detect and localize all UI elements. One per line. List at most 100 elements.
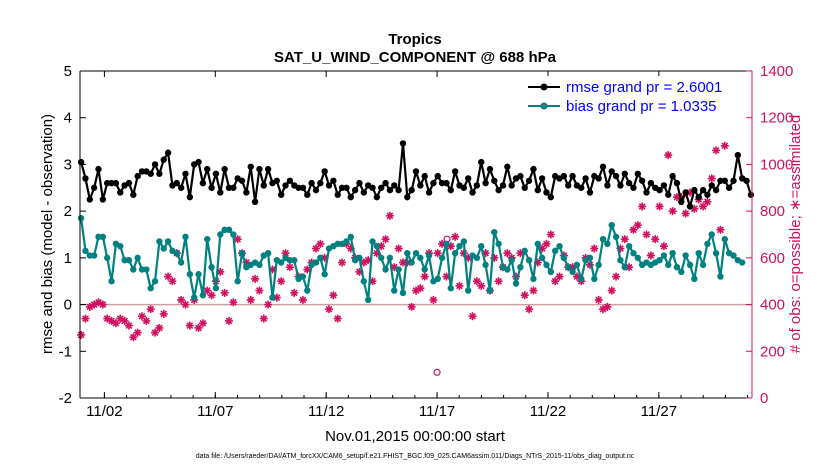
rmse-point (421, 172, 428, 180)
rmse-point (634, 170, 642, 177)
bias-point (304, 287, 311, 294)
obs-assimilated-marker (407, 302, 416, 311)
bias-point (125, 256, 133, 264)
rmse-point (304, 191, 311, 198)
rmse-point (134, 172, 141, 180)
bias-point (451, 249, 459, 257)
rmse-point (299, 184, 307, 191)
bias-point (447, 285, 454, 292)
obs-assimilated-marker (207, 291, 216, 300)
rmse-point (351, 186, 359, 194)
obs-assimilated-marker (246, 295, 255, 304)
bias-point (525, 256, 533, 264)
rmse-point (712, 186, 720, 194)
obs-assimilated-marker (220, 288, 229, 297)
bias-point (551, 247, 559, 255)
rmse-point (508, 182, 515, 189)
obs-assimilated-marker (224, 316, 233, 325)
obs-assimilated-marker (416, 284, 425, 293)
bias-point (360, 278, 368, 285)
bias-point (317, 254, 324, 262)
rmse-point (665, 191, 672, 198)
obs-assimilated-marker (503, 249, 512, 258)
rmse-series (77, 140, 755, 210)
rmse-point (643, 189, 650, 196)
obs-assimilated-marker (255, 286, 264, 295)
obs-assimilated-marker (229, 298, 238, 307)
obs-assimilated-marker (712, 146, 721, 155)
obs-assimilated-marker (542, 239, 551, 248)
rmse-point (530, 165, 537, 173)
rmse-point (117, 189, 124, 196)
y-tick-label: -2 (59, 390, 72, 407)
bias-point (486, 287, 494, 294)
rmse-point (691, 186, 698, 194)
rmse-point (343, 184, 350, 191)
y-tick-label: 3 (64, 156, 72, 173)
x-tick-label: 11/07 (197, 403, 233, 420)
obs-assimilated-marker (333, 314, 342, 323)
y2-tick-label: 600 (760, 250, 785, 267)
rmse-point (686, 203, 694, 210)
x-axis-label: Nov.01,2015 00:00:00 start (325, 428, 506, 445)
rmse-point (99, 196, 107, 203)
obs-assimilated-marker (181, 300, 190, 309)
obs-assimilated-marker (155, 323, 164, 332)
bias-point (491, 228, 498, 236)
rmse-point (534, 186, 541, 194)
bias-point (730, 252, 737, 259)
rmse-point (251, 198, 259, 205)
bias-point (404, 249, 411, 257)
rmse-point (177, 184, 185, 191)
bias-point (82, 247, 89, 255)
bias-point (608, 221, 615, 229)
bias-point (190, 294, 198, 301)
rmse-point (282, 182, 289, 189)
rmse-point (586, 189, 594, 196)
bias-point (612, 233, 620, 241)
bias-point (512, 280, 520, 287)
bias-point (738, 259, 746, 266)
bias-point (556, 242, 563, 250)
bias-point (151, 278, 159, 285)
rmse-point (391, 182, 398, 189)
rmse-point (669, 172, 676, 180)
obs-assimilated-marker (316, 239, 325, 248)
rmse-point (277, 191, 285, 198)
bias-point (438, 254, 446, 262)
obs-assimilated-marker (468, 312, 477, 321)
bias-point (699, 261, 707, 269)
bias-point (617, 256, 624, 264)
rmse-point (238, 177, 246, 184)
obs-assimilated-marker (325, 305, 334, 314)
rmse-point (525, 177, 533, 184)
rmse-point (399, 140, 407, 147)
bias-point (208, 264, 215, 271)
y2-tick-label: 800 (760, 203, 785, 220)
legend-rmse-marker (540, 83, 548, 91)
rmse-point (86, 196, 94, 203)
rmse-point (560, 172, 568, 180)
bias-point (382, 266, 389, 273)
obs-assimilated-marker (124, 321, 133, 330)
bias-point (630, 249, 637, 257)
obs-assimilated-marker (555, 272, 564, 281)
bias-point (199, 292, 207, 299)
bias-point (299, 273, 307, 280)
bias-point (186, 271, 194, 278)
rmse-point (478, 158, 485, 166)
rmse-point (325, 182, 333, 189)
bias-point (256, 261, 263, 269)
bias-point (621, 264, 628, 271)
bias-point (225, 226, 233, 234)
rmse-point (482, 179, 489, 187)
y-tick-label: 5 (64, 63, 72, 80)
rmse-point (464, 175, 472, 182)
bias-point (534, 240, 541, 248)
bias-point (234, 278, 241, 285)
bias-point (604, 240, 611, 248)
y-axis-label: rmse and bias (model - observation) (39, 114, 56, 354)
bias-point (721, 235, 728, 243)
obs-assimilated-marker (707, 174, 716, 183)
rmse-point (495, 186, 502, 194)
